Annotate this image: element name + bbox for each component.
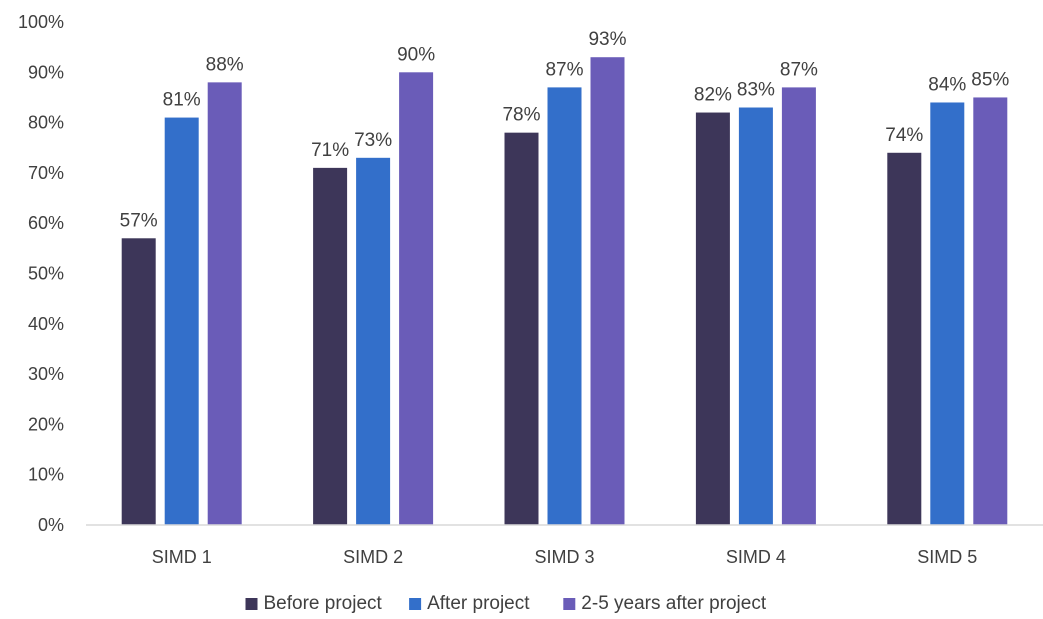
data-label: 93% bbox=[588, 29, 626, 50]
y-tick-label: 40% bbox=[28, 314, 64, 334]
bar bbox=[695, 112, 730, 525]
data-label: 81% bbox=[163, 90, 201, 111]
data-label: 74% bbox=[885, 125, 923, 146]
y-tick-label: 100% bbox=[18, 12, 64, 32]
bar bbox=[590, 57, 625, 526]
y-axis: 0% 10% 20% 30% 40% 50% 60% 70% 80% 90% 100% bbox=[18, 12, 64, 535]
x-tick-label: SIMD 4 bbox=[726, 547, 786, 567]
bar bbox=[313, 167, 348, 525]
bar bbox=[547, 87, 582, 525]
bar bbox=[164, 117, 199, 525]
bar bbox=[207, 82, 242, 526]
y-tick-label: 80% bbox=[28, 113, 64, 133]
legend-label: 2-5 years after project bbox=[581, 593, 767, 614]
legend: Before project After project 2-5 years aft… bbox=[245, 593, 767, 614]
x-tick-label: SIMD 5 bbox=[917, 547, 977, 567]
legend-swatch bbox=[563, 598, 576, 610]
bars bbox=[121, 57, 1008, 526]
x-tick-label: SIMD 1 bbox=[152, 547, 212, 567]
x-axis: SIMD 1 SIMD 2 SIMD 3 SIMD 4 SIMD 5 bbox=[152, 547, 978, 567]
data-label: 87% bbox=[545, 59, 583, 80]
bar bbox=[356, 157, 391, 525]
bar bbox=[973, 97, 1008, 525]
y-tick-label: 50% bbox=[28, 264, 64, 284]
data-label: 57% bbox=[120, 210, 158, 231]
bar bbox=[504, 132, 539, 525]
y-tick-label: 60% bbox=[28, 213, 64, 233]
data-label: 78% bbox=[502, 105, 540, 126]
legend-label: Before project bbox=[264, 593, 383, 614]
data-label: 88% bbox=[206, 54, 244, 75]
data-label: 83% bbox=[737, 80, 775, 101]
y-tick-label: 90% bbox=[28, 62, 64, 82]
data-label: 87% bbox=[780, 59, 818, 80]
y-tick-label: 20% bbox=[28, 414, 64, 434]
data-label: 71% bbox=[311, 140, 349, 161]
x-tick-label: SIMD 3 bbox=[534, 547, 594, 567]
bar bbox=[887, 152, 922, 525]
data-labels: 57%81%88%71% 73%90%78%87%93%82% 83%87%74%8… bbox=[120, 29, 1010, 231]
data-label: 73% bbox=[354, 130, 392, 151]
legend-swatch bbox=[409, 598, 422, 610]
bar bbox=[781, 87, 816, 525]
legend-swatch bbox=[245, 598, 258, 610]
bar bbox=[738, 107, 773, 525]
bar bbox=[399, 72, 434, 526]
y-tick-label: 10% bbox=[28, 465, 64, 485]
y-tick-label: 30% bbox=[28, 364, 64, 384]
data-label: 82% bbox=[694, 85, 732, 106]
data-label: 84% bbox=[928, 74, 966, 95]
x-tick-label: SIMD 2 bbox=[343, 547, 403, 567]
y-tick-label: 0% bbox=[38, 515, 64, 535]
y-tick-label: 70% bbox=[28, 163, 64, 183]
bar bbox=[930, 102, 965, 525]
bar bbox=[121, 238, 156, 526]
legend-label: After project bbox=[427, 593, 530, 614]
data-label: 90% bbox=[397, 44, 435, 65]
data-label: 85% bbox=[971, 69, 1009, 90]
